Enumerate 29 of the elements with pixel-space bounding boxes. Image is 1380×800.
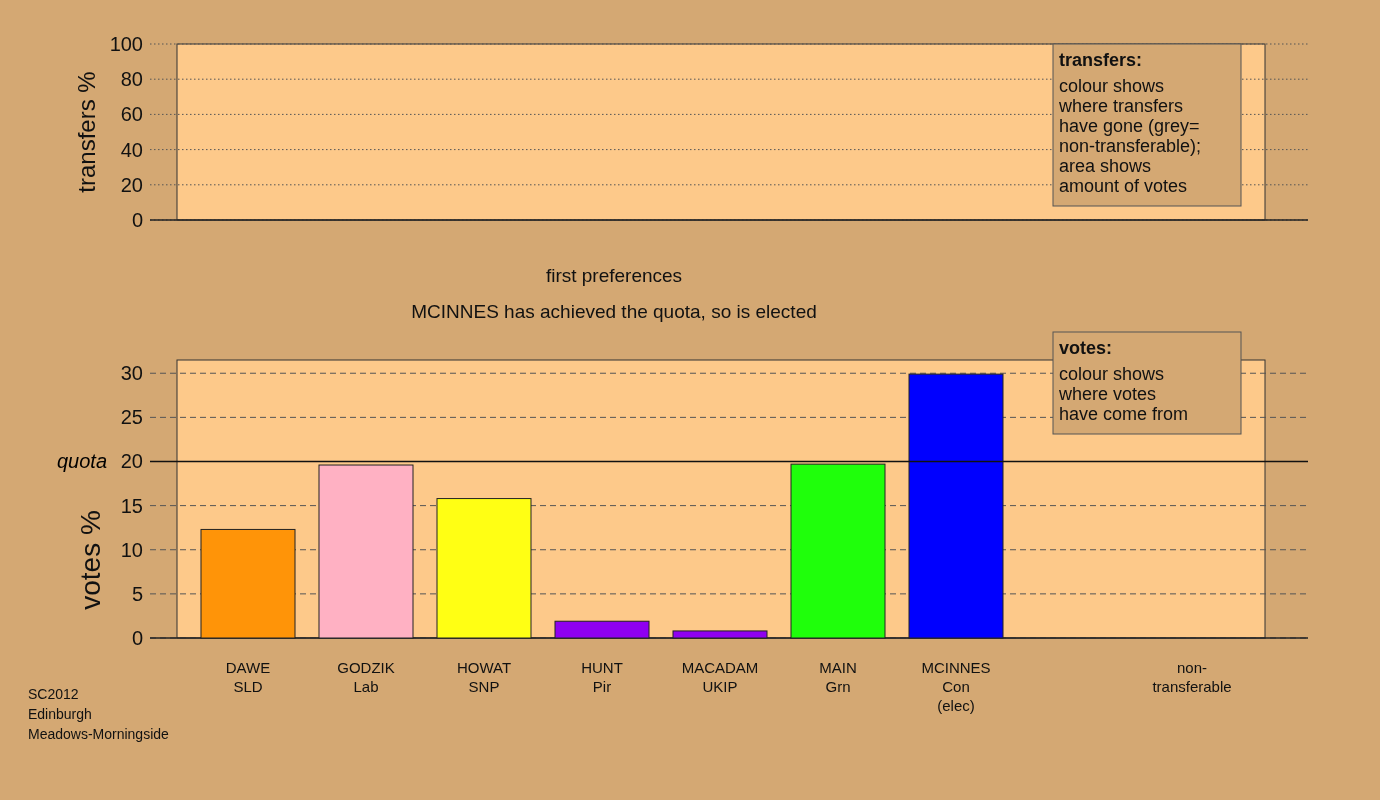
- y-tick-label: 20: [120, 173, 143, 196]
- y-tick-label: 60: [120, 103, 143, 126]
- chart-title: first preferences: [545, 265, 683, 286]
- annotation: votes: colour shows where votes have come from: [1058, 338, 1189, 424]
- y-axis-title: votes %: [75, 510, 106, 610]
- y-tick-label: 100: [109, 33, 143, 55]
- chart-subtitle: MCINNES has achieved the quota, so is elected: [411, 301, 817, 322]
- x-tick-label: GODZIK Lab: [337, 659, 395, 695]
- y-tick-label: 0: [131, 209, 143, 231]
- y-tick-label: 5: [131, 582, 143, 605]
- y-tick-label: 25: [120, 406, 143, 429]
- x-tick-label: DAWE SLD: [225, 659, 271, 695]
- annotation: transfers: colour shows where transfers have gone (grey= non-transferable); area shows amount of votes: [1058, 50, 1202, 196]
- text: SC2012 Edinburgh Meadows-Morningside: [28, 686, 170, 742]
- y-tick-label: 15: [120, 494, 143, 517]
- y-tick-label: 0: [131, 627, 143, 649]
- y-tick-label: 10: [120, 538, 143, 561]
- x-tick-label: HOWAT SNP: [456, 659, 512, 695]
- x-tick-label: non- transferable: [1152, 659, 1232, 695]
- y-tick-label: 30: [120, 362, 143, 385]
- x-tick-label: MACADAM UKIP: [681, 659, 759, 695]
- x-tick-label: HUNT Pir: [581, 659, 623, 695]
- y-tick-label: 20: [120, 450, 143, 473]
- y-axis-title: transfers %: [73, 71, 100, 193]
- y-tick-label: 80: [120, 68, 143, 91]
- x-tick-label: MAIN Grn: [819, 659, 857, 695]
- y-tick-label: 40: [120, 138, 143, 161]
- ref-line-label: quota: [56, 450, 108, 473]
- x-tick-label: MCINNES Con (elec): [921, 659, 991, 714]
